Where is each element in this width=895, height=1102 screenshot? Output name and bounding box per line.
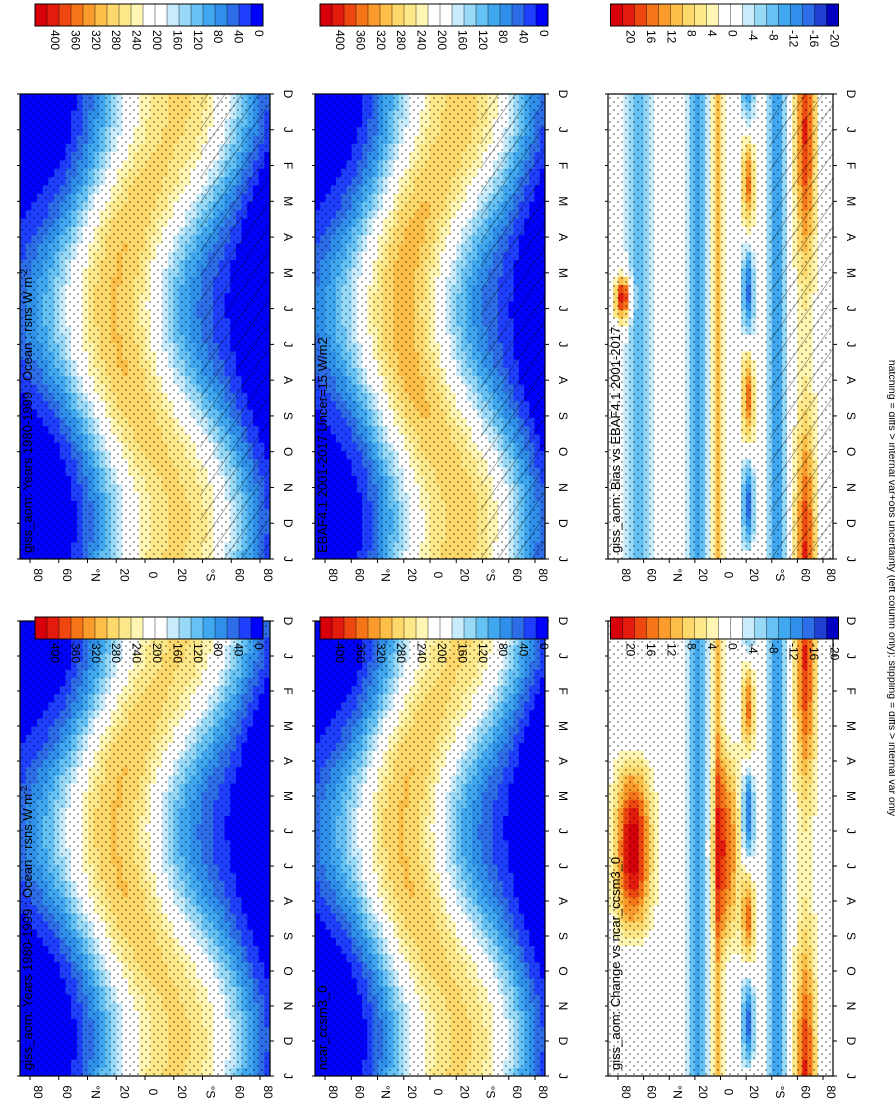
- month-label: N: [281, 483, 295, 492]
- month-label: A: [281, 376, 295, 384]
- month-label: J: [281, 127, 295, 133]
- lat-label: 60: [60, 568, 74, 582]
- lat-label: 20: [117, 568, 131, 582]
- month-label: J: [281, 306, 295, 312]
- month-label: S: [281, 412, 295, 420]
- panels-layer: D J F M A M J J A S O N D J 80 60 °N 20 0 20 °S 60 80 giss_aom:…: [17, 90, 858, 1099]
- month-label: M: [281, 268, 295, 278]
- month-label: D: [281, 90, 295, 99]
- lat-label: °N: [89, 568, 103, 581]
- lat-label: 0: [146, 572, 160, 579]
- month-label: A: [281, 233, 295, 241]
- panel-A1: D J F M A M J J A S O N D J 80 60 °N 20 0 20 °S 60 80 giss_aom:…: [17, 90, 295, 582]
- lat-label: 60: [232, 568, 246, 582]
- month-label: J: [281, 341, 295, 347]
- panel-title-superscript: -2: [19, 269, 29, 277]
- month-label: M: [281, 196, 295, 206]
- lat-label: 20: [175, 568, 189, 582]
- month-label: O: [281, 447, 295, 456]
- stippling-overlay: [20, 621, 270, 1076]
- month-label: J: [281, 556, 295, 562]
- lat-label: 80: [31, 568, 45, 582]
- hatching-overlay: [200, 94, 270, 559]
- lat-label: °S: [204, 569, 218, 582]
- month-label: F: [281, 162, 295, 169]
- month-label: D: [281, 519, 295, 528]
- panel-title: giss_aom: Years 1980-1999 : Ocean : rsns…: [19, 269, 35, 553]
- lat-label: 80: [261, 568, 275, 582]
